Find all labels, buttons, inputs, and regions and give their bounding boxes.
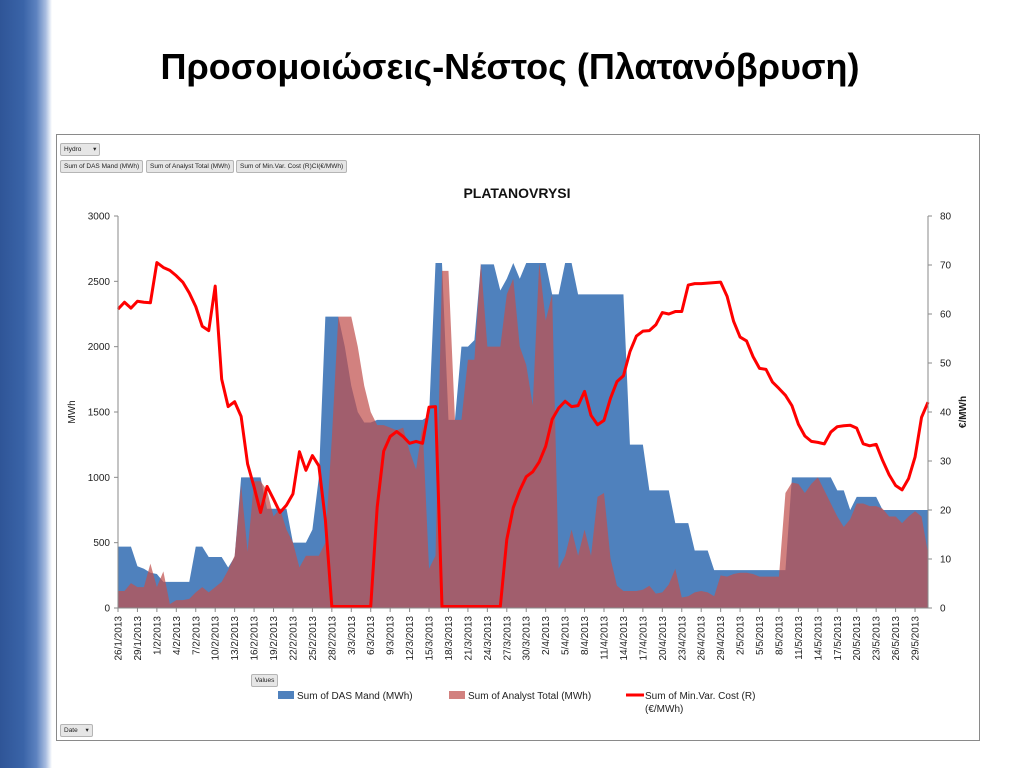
x-tick-label: 6/3/2013 bbox=[366, 616, 377, 655]
x-tick-label: 29/5/2013 bbox=[911, 616, 922, 661]
x-tick-label: 29/4/2013 bbox=[716, 616, 727, 661]
x-tick-label: 3/3/2013 bbox=[347, 616, 358, 655]
legend-das-mand-swatch bbox=[278, 691, 294, 699]
x-tick-label: 14/4/2013 bbox=[619, 616, 630, 661]
x-tick-label: 25/2/2013 bbox=[308, 616, 319, 661]
x-tick-label: 11/4/2013 bbox=[600, 616, 611, 660]
y2-tick-label: 40 bbox=[940, 408, 952, 419]
y2-tick-label: 30 bbox=[940, 457, 952, 468]
value-field-analyst-button[interactable]: Sum of Analyst Total (MWh) bbox=[146, 160, 235, 173]
y2-tick-label: 80 bbox=[940, 212, 952, 223]
y-tick-label: 2500 bbox=[88, 277, 111, 288]
date-field-button[interactable]: Date ▾ bbox=[60, 724, 93, 737]
legend-das-mand-label: Sum of DAS Mand (MWh) bbox=[297, 691, 413, 702]
x-tick-label: 12/3/2013 bbox=[405, 616, 416, 661]
y-tick-label: 3000 bbox=[88, 212, 111, 223]
y-tick-label: 0 bbox=[104, 604, 110, 615]
x-tick-label: 1/2/2013 bbox=[152, 616, 163, 655]
hydro-filter-button[interactable]: Hydro ▾ bbox=[60, 143, 101, 156]
y2-tick-label: 50 bbox=[940, 359, 952, 370]
y-tick-label: 1000 bbox=[88, 473, 111, 484]
x-tick-label: 10/2/2013 bbox=[211, 616, 222, 661]
values-button[interactable]: Values bbox=[251, 674, 279, 687]
filter-dropdown-icon: ▾ bbox=[93, 146, 97, 153]
series-min-var-cost-line bbox=[116, 261, 930, 609]
y-tick-label: 500 bbox=[93, 538, 110, 549]
x-tick-label: 20/5/2013 bbox=[852, 616, 863, 661]
y-axis-label: MWh bbox=[67, 400, 78, 423]
x-tick-label: 13/2/2013 bbox=[230, 616, 241, 661]
x-tick-label: 30/3/2013 bbox=[522, 616, 533, 661]
x-tick-label: 17/5/2013 bbox=[833, 616, 844, 661]
x-tick-label: 23/5/2013 bbox=[872, 616, 883, 661]
x-tick-label: 22/2/2013 bbox=[289, 616, 300, 661]
date-field-label: Date bbox=[64, 727, 78, 734]
y-tick-label: 2000 bbox=[88, 342, 111, 353]
x-tick-label: 26/1/2013 bbox=[114, 616, 125, 661]
slide-accent-bar bbox=[0, 0, 52, 768]
x-tick-label: 29/1/2013 bbox=[133, 616, 144, 661]
x-tick-label: 17/4/2013 bbox=[638, 616, 649, 661]
chart-title: PLATANOVRYSI bbox=[463, 185, 570, 201]
x-tick-label: 8/4/2013 bbox=[580, 616, 591, 655]
y2-tick-label: 70 bbox=[940, 261, 952, 272]
x-tick-label: 19/2/2013 bbox=[269, 616, 280, 661]
value-field-mincost-button[interactable]: Sum of Min.Var. Cost (R)CI(€/MWh) bbox=[236, 160, 348, 173]
x-tick-label: 14/5/2013 bbox=[813, 616, 824, 661]
y-tick-label: 1500 bbox=[88, 408, 111, 419]
y2-axis-label: €/MWh bbox=[958, 396, 969, 428]
slide-title: Προσομοιώσεις-Νέστος (Πλατανόβρυση) bbox=[160, 46, 860, 87]
x-tick-label: 15/3/2013 bbox=[425, 616, 436, 661]
y2-tick-label: 20 bbox=[940, 506, 952, 517]
x-tick-label: 4/2/2013 bbox=[172, 616, 183, 655]
x-tick-label: 27/3/2013 bbox=[502, 616, 513, 661]
x-tick-label: 8/5/2013 bbox=[775, 616, 786, 655]
x-tick-label: 26/5/2013 bbox=[891, 616, 902, 661]
legend-min-var-cost-label: (€/MWh) bbox=[645, 704, 683, 715]
legend-analyst-total-label: Sum of Analyst Total (MWh) bbox=[468, 691, 591, 702]
y2-tick-label: 0 bbox=[940, 604, 946, 615]
x-tick-label: 23/4/2013 bbox=[677, 616, 688, 661]
x-tick-label: 26/4/2013 bbox=[697, 616, 708, 661]
x-tick-label: 28/2/2013 bbox=[327, 616, 338, 661]
x-tick-label: 2/4/2013 bbox=[541, 616, 552, 655]
y2-tick-label: 10 bbox=[940, 555, 952, 566]
legend-min-var-cost-label: Sum of Min.Var. Cost (R) bbox=[645, 691, 755, 702]
x-tick-label: 16/2/2013 bbox=[250, 616, 261, 661]
value-field-das-button[interactable]: Sum of DAS Mand (MWh) bbox=[60, 160, 144, 173]
x-tick-label: 2/5/2013 bbox=[736, 616, 747, 655]
x-tick-label: 7/2/2013 bbox=[191, 616, 202, 655]
legend-analyst-total-swatch bbox=[449, 691, 465, 699]
x-tick-label: 9/3/2013 bbox=[386, 616, 397, 655]
x-tick-label: 21/3/2013 bbox=[463, 616, 474, 661]
x-tick-label: 11/5/2013 bbox=[794, 616, 805, 660]
series-analyst-total-area bbox=[118, 263, 928, 608]
x-tick-label: 20/4/2013 bbox=[658, 616, 669, 661]
x-tick-label: 5/5/2013 bbox=[755, 616, 766, 655]
x-tick-label: 24/3/2013 bbox=[483, 616, 494, 661]
y2-tick-label: 60 bbox=[940, 310, 952, 321]
date-dropdown-icon: ▾ bbox=[85, 727, 89, 734]
hydro-filter-label: Hydro bbox=[64, 146, 82, 153]
x-tick-label: 5/4/2013 bbox=[561, 616, 572, 655]
x-tick-label: 18/3/2013 bbox=[444, 616, 455, 661]
